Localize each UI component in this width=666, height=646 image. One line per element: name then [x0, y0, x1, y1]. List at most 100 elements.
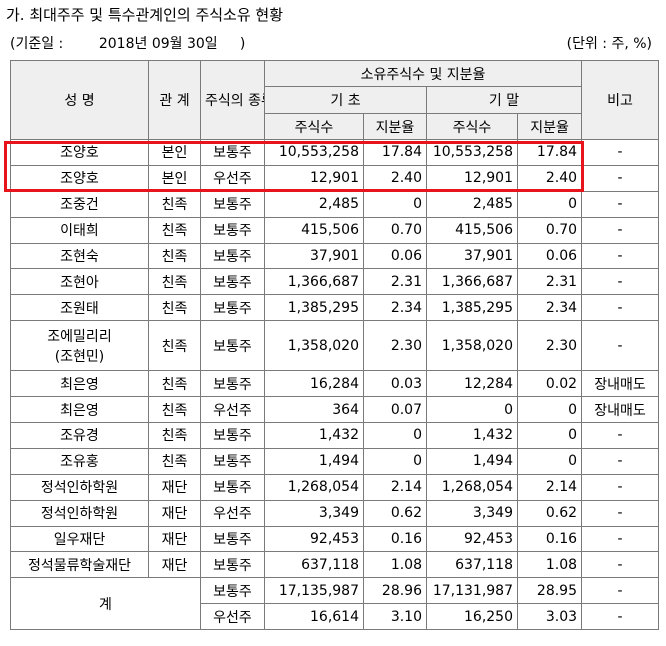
- header-relation: 관 계: [148, 60, 201, 140]
- cell-note: -: [581, 216, 660, 244]
- cell-stock-type: 보통주: [200, 216, 265, 244]
- cell-name: 이태희: [10, 216, 149, 244]
- cell-relation: 재단: [148, 499, 201, 527]
- cell-relation: 재단: [148, 525, 201, 553]
- cell-begin-ratio: 17.84: [363, 139, 427, 166]
- cell-stock-type: 보통주: [200, 551, 265, 579]
- unit-label: (단위 : 주, %): [566, 36, 652, 52]
- cell-name: 정석물류학술재단: [10, 551, 149, 579]
- cell-begin-shares: 10,553,258: [264, 139, 364, 166]
- cell-stock-type: 보통주: [200, 139, 265, 166]
- cell-end-shares: 37,901: [426, 242, 518, 270]
- cell-end-shares: 12,901: [426, 164, 518, 192]
- cell-relation: 친족: [148, 320, 201, 372]
- cell-name: 조에밀리리 (조현민): [10, 320, 149, 372]
- cell-stock-type: 보통주: [200, 190, 265, 218]
- cell-stock-type: 보통주: [200, 473, 265, 501]
- cell-begin-ratio: 0: [363, 190, 427, 218]
- cell-end-ratio: 0: [516, 190, 583, 218]
- cell-begin-ratio: 0.06: [363, 242, 427, 270]
- cell-end-ratio: 17.84: [516, 139, 583, 166]
- cell-begin-shares: 637,118: [264, 551, 364, 579]
- header-note: 비고: [581, 60, 660, 140]
- cell-note: -: [581, 551, 660, 579]
- cell-end-shares: 92,453: [426, 525, 518, 553]
- cell-name: 조유경: [10, 422, 149, 449]
- cell-stock-type: 보통주: [200, 242, 265, 270]
- cell-relation: 친족: [148, 422, 201, 449]
- cell-stock-type: 우선주: [200, 499, 265, 527]
- cell-begin-shares: 3,349: [264, 499, 364, 527]
- table-row: 이태희 친족 보통주 415,506 0.70 415,506 0.70-: [10, 216, 660, 244]
- cell-end-ratio: 28.95: [516, 577, 583, 605]
- cell-note: -: [581, 577, 660, 605]
- table-row: 조중건 친족 보통주 2,485 0 2,485 0-: [10, 190, 660, 218]
- cell-end-shares: 637,118: [426, 551, 518, 579]
- cell-begin-ratio: 0.03: [363, 370, 427, 398]
- cell-end-ratio: 0: [516, 447, 583, 475]
- cell-name: 정석인하학원: [10, 473, 149, 501]
- cell-relation: 친족: [148, 447, 201, 475]
- cell-stock-type: 우선주: [200, 396, 265, 424]
- cell-end-ratio: 2.40: [516, 164, 583, 192]
- cell-begin-shares: 364: [264, 396, 364, 424]
- cell-relation: 재단: [148, 473, 201, 501]
- cell-end-ratio: 2.31: [516, 268, 583, 296]
- cell-begin-shares: 1,385,295: [264, 294, 364, 322]
- cell-stock-type: 보통주: [200, 577, 265, 605]
- cell-note: -: [581, 603, 660, 631]
- cell-begin-ratio: 2.40: [363, 164, 427, 192]
- cell-stock-type: 보통주: [200, 294, 265, 322]
- cell-name: 조현아: [10, 268, 149, 296]
- cell-note: -: [581, 320, 660, 372]
- header-name: 성 명: [10, 60, 149, 140]
- cell-stock-type: 우선주: [200, 603, 265, 631]
- table-row: 조유경 친족 보통주 1,432 0 1,432 0-: [10, 422, 660, 449]
- cell-end-ratio: 0.62: [516, 499, 583, 527]
- cell-note: -: [581, 242, 660, 270]
- cell-note: -: [581, 164, 660, 192]
- base-date: (기준일 : 2018년 09월 30일 ): [10, 36, 246, 52]
- cell-begin-ratio: 3.10: [363, 603, 427, 631]
- cell-stock-type: 보통주: [200, 422, 265, 449]
- cell-stock-type: 보통주: [200, 370, 265, 398]
- cell-name: 조현숙: [10, 242, 149, 270]
- cell-end-ratio: 0.16: [516, 525, 583, 553]
- cell-end-shares: 0: [426, 396, 518, 424]
- header-end: 기 말: [425, 86, 583, 114]
- cell-begin-shares: 1,358,020: [264, 320, 364, 372]
- cell-end-ratio: 2.34: [516, 294, 583, 322]
- cell-stock-type: 우선주: [200, 164, 265, 192]
- cell-end-shares: 1,358,020: [426, 320, 518, 372]
- cell-note: -: [581, 422, 660, 449]
- table-row: 일우재단 재단 보통주 92,453 0.16 92,453 0.16-: [10, 525, 660, 553]
- ownership-table: 성 명 관 계 주식의 종류 소유주식수 및 지분율 비고 기 초 기 말 주식…: [10, 60, 660, 631]
- cell-note: -: [581, 268, 660, 296]
- cell-begin-ratio: 0.70: [363, 216, 427, 244]
- cell-begin-shares: 16,614: [264, 603, 364, 631]
- cell-begin-shares: 1,494: [264, 447, 364, 475]
- cell-begin-ratio: 0.07: [363, 396, 427, 424]
- cell-note: -: [581, 190, 660, 218]
- cell-relation: 친족: [148, 216, 201, 244]
- cell-note: 장내매도: [581, 370, 660, 398]
- table-row: 조양호 본인 우선주 12,901 2.40 12,901 2.40-: [10, 164, 660, 192]
- cell-begin-shares: 37,901: [264, 242, 364, 270]
- total-body: 계 보통주 17,135,987 28.96 17,131,987 28.95- 우선주 16…: [10, 577, 660, 631]
- cell-end-ratio: 2.14: [516, 473, 583, 501]
- cell-note: -: [581, 473, 660, 501]
- cell-end-ratio: 0.06: [516, 242, 583, 270]
- cell-end-shares: 1,494: [426, 447, 518, 475]
- table-row: 최은영 친족 보통주 16,284 0.03 12,284 0.02 장내매도: [10, 370, 660, 398]
- table-row: 조양호 본인 보통주 10,553,258 17.84 10,553,258 17.84-: [10, 139, 660, 166]
- cell-end-shares: 1,385,295: [426, 294, 518, 322]
- cell-relation: 친족: [148, 294, 201, 322]
- table-row: 조현아 친족 보통주 1,366,687 2.31 1,366,687 2.31-: [10, 268, 660, 296]
- cell-end-shares: 17,131,987: [426, 577, 518, 605]
- header-end-ratio: 지분율: [516, 113, 583, 140]
- cell-end-shares: 1,432: [426, 422, 518, 449]
- cell-name: 정석인하학원: [10, 499, 149, 527]
- cell-begin-ratio: 0.16: [363, 525, 427, 553]
- cell-name: 조원태: [10, 294, 149, 322]
- cell-relation: 친족: [148, 242, 201, 270]
